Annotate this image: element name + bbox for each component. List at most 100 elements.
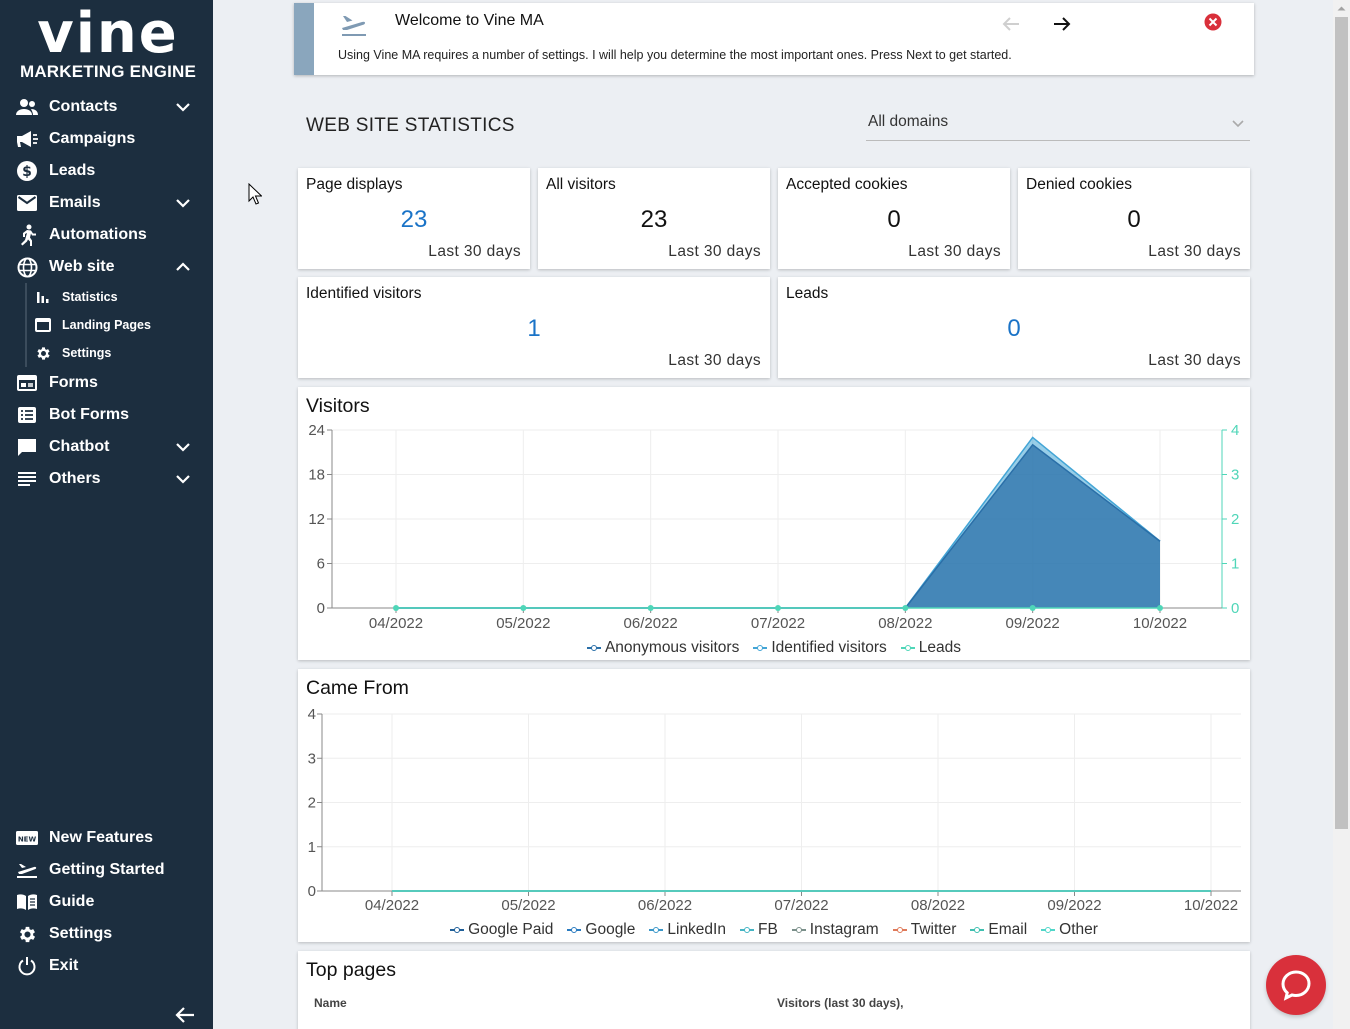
- sidebar-item-automations[interactable]: Automations: [0, 219, 213, 251]
- sidebar-item-leads[interactable]: $ Leads: [0, 155, 213, 187]
- chat-bubble-icon: [1281, 970, 1311, 1001]
- y2-tick-label: 1: [1231, 556, 1239, 573]
- legend-marker: [586, 643, 601, 653]
- stat-card-footer: Last 30 days: [1148, 243, 1241, 260]
- x-tick-label: 10/2022: [1133, 615, 1187, 632]
- page-scrollbar[interactable]: [1333, 0, 1350, 1029]
- sidebar-item-contacts[interactable]: Contacts: [0, 91, 213, 123]
- welcome-banner: Welcome to Vine MA Using Vine MA require…: [294, 3, 1254, 75]
- legend-item[interactable]: Google: [567, 921, 635, 939]
- previous-arrow-icon[interactable]: [1000, 13, 1022, 35]
- chat-launcher-button[interactable]: [1266, 955, 1326, 1015]
- legend-item[interactable]: Instagram: [791, 921, 879, 939]
- next-arrow-icon[interactable]: [1051, 13, 1073, 35]
- banner-accent: [294, 3, 314, 75]
- stat-card-title: Accepted cookies: [786, 176, 908, 193]
- browser-window-icon: [34, 316, 52, 334]
- chevron-down-icon: [1232, 120, 1244, 128]
- sidebar-subitem-label: Landing Pages: [62, 318, 151, 332]
- legend-marker: [900, 643, 915, 653]
- sidebar-item-label: Forms: [49, 374, 98, 391]
- close-icon[interactable]: [1202, 13, 1224, 35]
- sidebar-item-chatbot[interactable]: Chatbot: [0, 431, 213, 463]
- sidebar-item-bot-forms[interactable]: Bot Forms: [0, 399, 213, 431]
- legend-item[interactable]: Twitter: [892, 921, 956, 939]
- legend-item[interactable]: Email: [970, 921, 1027, 939]
- column-header-name[interactable]: Name: [314, 996, 347, 1010]
- sidebar-subitem-statistics[interactable]: Statistics: [0, 283, 213, 311]
- sidebar-item-guide[interactable]: Guide: [0, 886, 213, 918]
- stat-card-accepted-cookies[interactable]: Accepted cookies 0 Last 30 days: [778, 168, 1010, 269]
- sidebar-item-forms[interactable]: Forms: [0, 367, 213, 399]
- globe-icon: [16, 256, 38, 278]
- sidebar-item-website[interactable]: Web site: [0, 251, 213, 283]
- chevron-down-icon[interactable]: [175, 195, 191, 211]
- sidebar-item-label: Others: [49, 470, 101, 487]
- sidebar-item-label: Guide: [49, 893, 95, 910]
- sidebar-item-getting-started[interactable]: Getting Started: [0, 854, 213, 886]
- sidebar-item-label: New Features: [49, 829, 154, 846]
- chevron-down-icon[interactable]: [175, 471, 191, 487]
- bar-chart-icon: [34, 288, 52, 306]
- sidebar-item-campaigns[interactable]: Campaigns: [0, 123, 213, 155]
- top-pages-panel: Top pages Name Visitors (last 30 days),: [298, 951, 1250, 1029]
- scrollbar-thumb[interactable]: [1335, 17, 1348, 829]
- stat-card-identified-visitors[interactable]: Identified visitors 1 Last 30 days: [298, 277, 770, 378]
- legend-item[interactable]: Google Paid: [450, 921, 553, 939]
- legend-item[interactable]: Leads: [900, 639, 961, 657]
- legend-marker: [649, 925, 664, 935]
- legend-item[interactable]: LinkedIn: [649, 921, 726, 939]
- mouse-cursor-icon: [248, 183, 262, 205]
- scroll-up-arrow-icon[interactable]: [1333, 0, 1350, 17]
- sidebar-item-label: Chatbot: [49, 438, 110, 455]
- chevron-down-icon[interactable]: [175, 99, 191, 115]
- collapse-sidebar-icon[interactable]: [174, 1005, 196, 1025]
- stat-card-footer: Last 30 days: [428, 243, 521, 260]
- legend-item[interactable]: Anonymous visitors: [586, 639, 739, 657]
- stat-card-value: 0: [887, 206, 901, 233]
- mail-icon: [16, 192, 38, 214]
- sidebar-item-label: Web site: [49, 258, 115, 275]
- sidebar-item-label: Settings: [49, 925, 113, 942]
- legend-item[interactable]: Identified visitors: [753, 639, 887, 657]
- gear-icon: [34, 344, 52, 362]
- sidebar-item-others[interactable]: Others: [0, 463, 213, 495]
- column-header-visitors[interactable]: Visitors (last 30 days),: [777, 996, 904, 1010]
- legend-item[interactable]: FB: [739, 921, 778, 939]
- data-point: [647, 605, 654, 611]
- gear-icon: [16, 923, 38, 945]
- stat-card-denied-cookies[interactable]: Denied cookies 0 Last 30 days: [1018, 168, 1250, 269]
- sidebar: vine MARKETING ENGINE Contacts Campaigns…: [0, 0, 213, 1029]
- y-tick-label: 4: [308, 706, 316, 723]
- page-title: WEB SITE STATISTICS: [306, 115, 515, 136]
- series-area: [396, 444, 1160, 608]
- stat-card-all-visitors[interactable]: All visitors 23 Last 30 days: [538, 168, 770, 269]
- welcome-text: Using Vine MA requires a number of setti…: [338, 48, 1012, 62]
- form-icon: [16, 372, 38, 394]
- domain-select[interactable]: All domains: [866, 106, 1250, 141]
- stat-card-value: 23: [640, 206, 668, 233]
- sidebar-item-emails[interactable]: Emails: [0, 187, 213, 219]
- stat-card-page-displays[interactable]: Page displays 23 Last 30 days: [298, 168, 530, 269]
- stat-card-leads[interactable]: Leads 0 Last 30 days: [778, 277, 1250, 378]
- domain-select-value: All domains: [868, 113, 949, 130]
- stat-card-title: Denied cookies: [1026, 176, 1132, 193]
- sidebar-item-settings[interactable]: Settings: [0, 918, 213, 950]
- sidebar-item-new-features[interactable]: NEW New Features: [0, 822, 213, 854]
- chat-icon: [16, 436, 38, 458]
- sidebar-subitem-settings[interactable]: Settings: [0, 339, 213, 367]
- stat-card-value: 0: [1007, 315, 1021, 342]
- x-tick-label: 07/2022: [751, 615, 805, 632]
- website-submenu: Statistics Landing Pages Settings: [0, 283, 213, 367]
- chevron-up-icon[interactable]: [175, 259, 191, 275]
- chevron-down-icon[interactable]: [175, 439, 191, 455]
- sidebar-item-exit[interactable]: Exit: [0, 950, 213, 982]
- logo[interactable]: vine MARKETING ENGINE: [18, 6, 198, 82]
- sidebar-subitem-landing-pages[interactable]: Landing Pages: [0, 311, 213, 339]
- data-point: [775, 605, 781, 611]
- legend-item[interactable]: Other: [1041, 921, 1098, 939]
- y-tick-label: 3: [308, 750, 316, 767]
- x-tick-label: 06/2022: [624, 615, 678, 632]
- legend-marker: [567, 925, 582, 935]
- x-tick-label: 08/2022: [911, 897, 965, 914]
